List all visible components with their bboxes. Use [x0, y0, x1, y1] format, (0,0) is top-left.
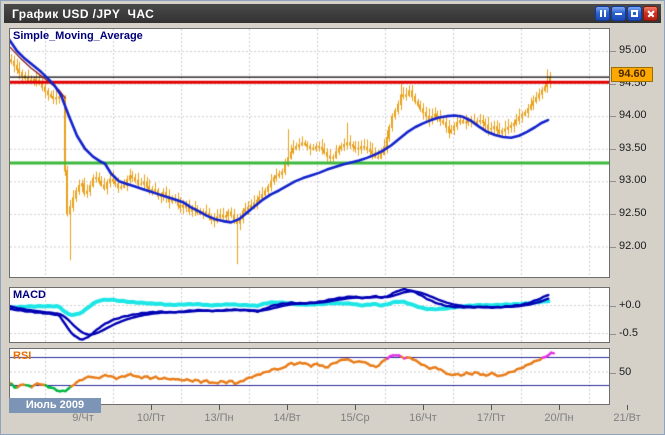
maximize-button[interactable] — [627, 6, 642, 21]
window-titlebar[interactable]: График USD /JPY ЧАС — [4, 4, 661, 23]
y-axis-tick — [610, 51, 616, 52]
x-axis-label: 16/Чт — [409, 412, 437, 424]
x-axis-tick — [355, 405, 356, 410]
y-axis-label: +0.0 — [619, 299, 641, 311]
x-axis-tick — [491, 405, 492, 410]
x-axis-label: 10/Пт — [136, 412, 166, 424]
y-axis-tick — [610, 149, 616, 150]
maximize-icon — [631, 10, 638, 17]
x-axis-label: 20/Пн — [544, 412, 574, 424]
rsi-panel: RSI — [9, 348, 610, 405]
close-button[interactable] — [643, 6, 658, 21]
y-axis-label: 50 — [619, 366, 632, 378]
x-axis-tick — [287, 405, 288, 410]
macd-panel: MACD — [9, 287, 610, 343]
y-axis-label: 93.00 — [619, 174, 647, 186]
rsi-chart-canvas[interactable] — [10, 349, 609, 404]
x-axis-tick — [219, 405, 220, 410]
y-axis-label: 93.50 — [619, 142, 647, 154]
main-chart-panel: Simple_Moving_Average — [9, 28, 610, 278]
y-axis-label: -0.5 — [619, 327, 638, 339]
y-axis-tick — [610, 373, 616, 374]
y-axis-tick — [610, 306, 616, 307]
minimize-button[interactable] — [611, 6, 626, 21]
x-axis-tick — [151, 405, 152, 410]
x-axis-tick — [559, 405, 560, 410]
price-chart-canvas[interactable] — [10, 29, 609, 277]
y-axis-label: 92.00 — [619, 240, 647, 252]
y-axis-tick — [610, 181, 616, 182]
y-axis-tick — [610, 116, 616, 117]
close-icon — [646, 9, 655, 18]
y-axis-tick — [610, 247, 616, 248]
x-axis-label: 17/Пт — [476, 412, 506, 424]
window-controls — [595, 6, 658, 21]
current-price-tag: 94.60 — [611, 67, 653, 82]
minimize-icon — [615, 12, 622, 15]
y-axis-tick — [610, 334, 616, 335]
y-axis-tick — [610, 214, 616, 215]
x-axis-tick — [423, 405, 424, 410]
date-badge: Июль 2009 — [9, 398, 101, 413]
y-axis-label: 92.50 — [619, 207, 647, 219]
pause-icon — [599, 10, 606, 17]
pause-button[interactable] — [595, 6, 610, 21]
x-axis-label: 21/Вт — [613, 412, 641, 424]
x-axis-tick — [627, 405, 628, 410]
window-title: График USD /JPY ЧАС — [12, 6, 155, 21]
y-axis-tick — [610, 84, 616, 85]
x-axis-label: 14/Вт — [273, 412, 301, 424]
y-axis-label: 95.00 — [619, 44, 647, 56]
macd-chart-canvas[interactable] — [10, 288, 609, 342]
y-axis-label: 94.00 — [619, 109, 647, 121]
x-axis-label: 9/Чт — [72, 412, 94, 424]
rsi-indicator-label: RSI — [13, 350, 32, 362]
x-axis-label: 15/Ср — [340, 412, 370, 424]
x-axis-label: 13/Пн — [204, 412, 234, 424]
sma-indicator-label: Simple_Moving_Average — [13, 30, 143, 42]
macd-indicator-label: MACD — [13, 289, 46, 301]
